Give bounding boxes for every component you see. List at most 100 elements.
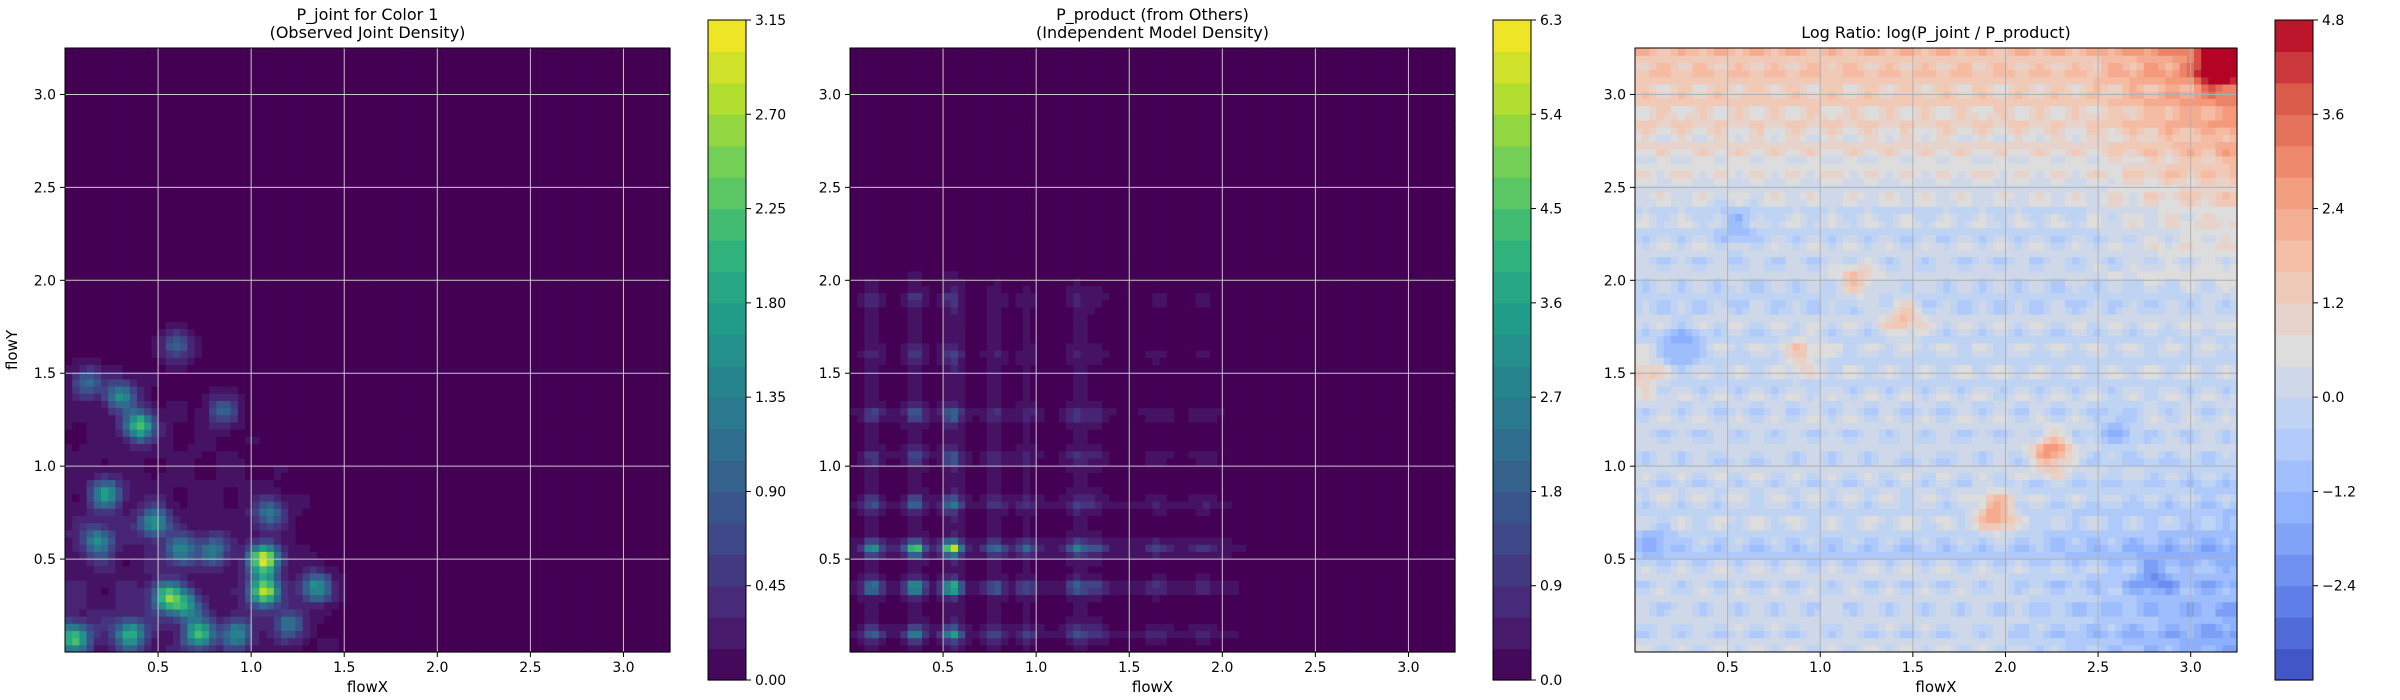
heat-cell <box>252 443 260 451</box>
heat-cell <box>72 551 80 559</box>
heat-cell <box>418 127 426 135</box>
heat-cell <box>123 609 131 617</box>
heat-cell <box>202 213 210 221</box>
heat-cell <box>468 551 476 559</box>
heat-cell <box>331 623 339 631</box>
heat-cell <box>375 494 383 502</box>
heat-cell <box>404 206 412 214</box>
heat-cell <box>87 307 95 315</box>
heat-cell <box>94 551 102 559</box>
heat-cell <box>375 422 383 430</box>
heat-cell <box>238 170 246 178</box>
heat-cell <box>353 630 361 638</box>
heat-cell <box>137 206 145 214</box>
heat-cell <box>432 559 440 567</box>
heat-cell <box>259 77 267 85</box>
heat-cell <box>108 379 116 387</box>
heat-cell <box>101 163 109 171</box>
heat-cell <box>115 422 123 430</box>
heat-cell <box>375 508 383 516</box>
heat-cell <box>295 127 303 135</box>
heat-cell <box>346 257 354 265</box>
heat-cell <box>425 537 433 545</box>
heat-cell <box>339 559 347 567</box>
heat-cell <box>375 501 383 509</box>
heat-cell <box>288 408 296 416</box>
heat-cell <box>245 177 253 185</box>
heat-cell <box>65 170 73 178</box>
heat-cell <box>223 91 231 99</box>
heat-cell <box>166 630 174 638</box>
heat-cell <box>353 156 361 164</box>
heat-cell <box>440 609 448 617</box>
heat-cell <box>65 451 73 459</box>
heat-cell <box>173 285 181 293</box>
heat-cell <box>65 185 73 193</box>
heat-cell <box>231 523 239 531</box>
heat-cell <box>72 77 80 85</box>
heat-cell <box>72 602 80 610</box>
heat-cell <box>418 638 426 646</box>
heat-cell <box>159 271 167 279</box>
heat-cell <box>490 551 498 559</box>
heat-cell <box>468 278 476 286</box>
heat-cell <box>101 249 109 257</box>
heat-cell <box>483 307 491 315</box>
heat-cell <box>123 566 131 574</box>
heat-cell <box>317 62 325 70</box>
heat-cell <box>432 393 440 401</box>
heat-cell <box>115 106 123 114</box>
heat-cell <box>267 429 275 437</box>
heat-cell <box>216 235 224 243</box>
heat-cell <box>310 314 318 322</box>
heat-cell <box>447 235 455 243</box>
heat-cell <box>144 479 152 487</box>
heat-cell <box>195 551 203 559</box>
heat-cell <box>245 451 253 459</box>
heat-cell <box>418 530 426 538</box>
heat-cell <box>87 494 95 502</box>
heat-cell <box>339 602 347 610</box>
heat-cell <box>447 156 455 164</box>
heat-cell <box>440 386 448 394</box>
heat-cell <box>346 379 354 387</box>
heat-cell <box>425 544 433 552</box>
heat-cell <box>281 451 289 459</box>
heat-cell <box>209 285 217 293</box>
heat-cell <box>79 343 87 351</box>
heat-cell <box>339 580 347 588</box>
heat-cell <box>209 472 217 480</box>
heat-cell <box>144 429 152 437</box>
heat-cell <box>425 199 433 207</box>
heat-cell <box>274 609 282 617</box>
heat-cell <box>223 638 231 646</box>
heat-cell <box>173 113 181 121</box>
heat-cell <box>425 530 433 538</box>
heat-cell <box>425 307 433 315</box>
heat-cell <box>173 328 181 336</box>
heat-cell <box>267 228 275 236</box>
heat-cell <box>274 314 282 322</box>
heat-cell <box>425 393 433 401</box>
heat-cell <box>115 645 123 653</box>
heat-cell <box>317 501 325 509</box>
heat-cell <box>331 98 339 106</box>
heat-cell <box>476 264 484 272</box>
heat-cell <box>259 70 267 78</box>
heat-cell <box>72 573 80 581</box>
heat-cell <box>108 321 116 329</box>
heat-cell <box>79 213 87 221</box>
heat-cell <box>468 415 476 423</box>
heat-cell <box>432 62 440 70</box>
heat-cell <box>101 494 109 502</box>
heat-cell <box>389 199 397 207</box>
heat-cell <box>123 48 131 56</box>
heat-cell <box>173 292 181 300</box>
heat-cell <box>187 544 195 552</box>
heat-cell <box>382 602 390 610</box>
heat-cell <box>303 415 311 423</box>
heat-cell <box>245 98 253 106</box>
heat-cell <box>411 228 419 236</box>
heat-cell <box>79 192 87 200</box>
heat-cell <box>389 213 397 221</box>
